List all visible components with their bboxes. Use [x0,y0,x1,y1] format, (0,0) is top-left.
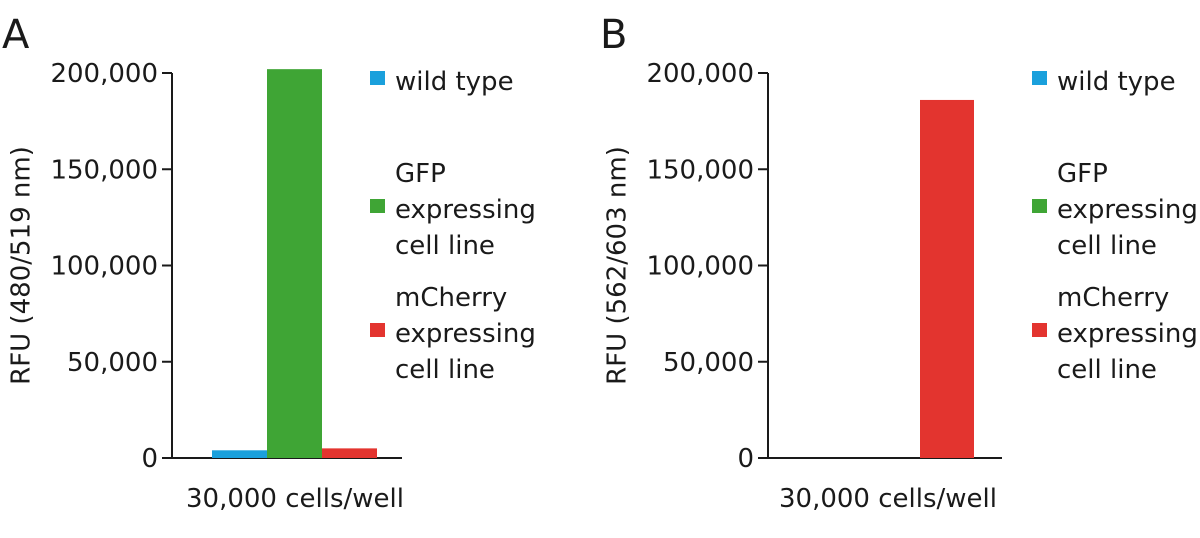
panel-a-legend-label-mcherry: cell line [395,355,495,385]
panel-a-legend-swatch-mcherry [370,323,385,337]
panel-b-y-tick-label: 150,000 [646,155,754,185]
panel-a-y-tick-label: 150,000 [50,155,158,185]
panel-a-x-axis-label: 30,000 cells/well [186,484,404,514]
panel-b-legend-label-gfp: GFP [1057,159,1108,189]
panel-a-legend-label-gfp: GFP [395,159,446,189]
panel-a-bar-wild-type [212,450,267,458]
panel-a-legend-label-gfp: expressing [395,195,536,225]
panel-b-y-tick-label: 200,000 [646,59,754,89]
panel-b-legend-label-gfp: expressing [1057,195,1198,225]
panel-b-bar-mcherry [920,99,974,458]
panel-a-bar-mcherry [322,448,377,458]
panel-b-legend-label-mcherry: cell line [1057,355,1157,385]
panel-a-legend-label-gfp: cell line [395,231,495,261]
panel-b-y-tick-label: 50,000 [663,348,754,378]
panel-b-letter: B [600,12,627,58]
panel-a-legend-label-mcherry: mCherry [395,283,507,313]
panel-a-legend-swatch-wild-type [370,71,385,85]
panel-b-legend-swatch-wild-type [1032,71,1047,85]
panel-b-y-tick-label: 100,000 [646,252,754,282]
panel-a-y-tick-label: 50,000 [67,348,158,378]
panel-b-legend-label-mcherry: expressing [1057,319,1198,349]
panel-b-legend-label-gfp: cell line [1057,231,1157,261]
panel-a-y-tick-label: 100,000 [50,252,158,282]
panel-b-x-axis-label: 30,000 cells/well [779,484,997,514]
panel-b-y-axis-title: RFU (562/603 nm) [603,146,633,385]
panel-b-y-tick-label: 0 [737,444,754,474]
panel-b-legend-swatch-gfp [1032,199,1047,213]
panel-a-y-tick-label: 200,000 [50,59,158,89]
panel-a-legend-label-mcherry: expressing [395,319,536,349]
panel-a-bar-gfp [267,69,322,459]
panel-a-legend-label-wild-type: wild type [395,67,514,97]
panel-a-letter: A [2,12,30,58]
panel-b-legend-label-mcherry: mCherry [1057,283,1169,313]
panel-b-legend-label-wild-type: wild type [1057,67,1176,97]
panel-a-y-tick-label: 0 [141,444,158,474]
panel-a-y-axis-title: RFU (480/519 nm) [7,146,37,385]
panel-a-legend-swatch-gfp [370,199,385,213]
panel-b-legend-swatch-mcherry [1032,323,1047,337]
